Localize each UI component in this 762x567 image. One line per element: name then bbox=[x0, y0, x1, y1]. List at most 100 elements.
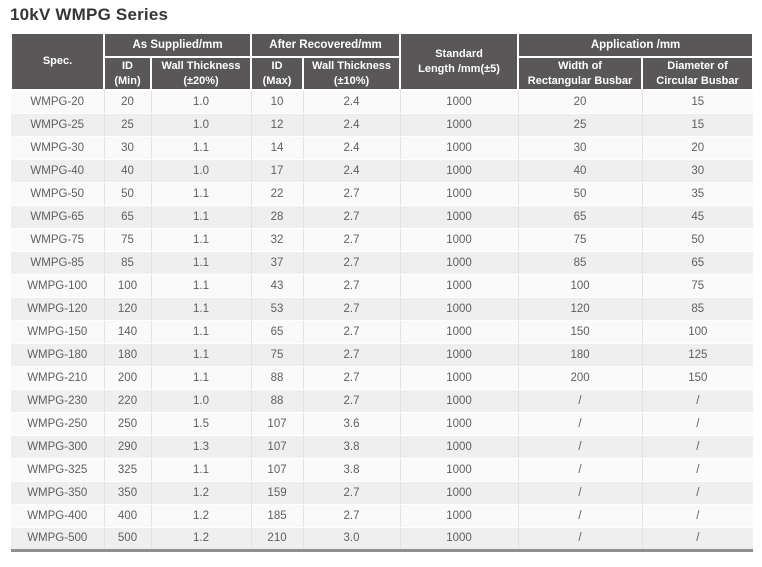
cell-id-max: 107 bbox=[250, 458, 304, 482]
header-standard-length: Standard Length /mm(±5) bbox=[399, 32, 520, 91]
header-id-min: ID (Min) bbox=[103, 56, 152, 91]
cell-diameter-circular-busbar: 35 bbox=[641, 182, 754, 206]
cell-diameter-circular-busbar: 125 bbox=[641, 343, 754, 367]
cell-id-max: 10 bbox=[250, 90, 304, 114]
table-row: WMPG-30 30 1.1 14 2.4 1000 30 20 bbox=[11, 136, 754, 160]
cell-id-max: 37 bbox=[250, 251, 304, 275]
cell-wall-thickness-10: 2.4 bbox=[302, 136, 401, 160]
cell-standard-length: 1000 bbox=[399, 182, 519, 206]
table-row: WMPG-150 140 1.1 65 2.7 1000 150 100 bbox=[11, 320, 754, 344]
cell-id-min: 350 bbox=[103, 481, 151, 505]
cell-spec: WMPG-50 bbox=[11, 182, 104, 206]
cell-diameter-circular-busbar: 65 bbox=[641, 251, 754, 275]
cell-width-rectangular-busbar: / bbox=[517, 481, 643, 505]
cell-id-max: 88 bbox=[250, 389, 304, 413]
cell-standard-length: 1000 bbox=[399, 113, 519, 137]
cell-id-min: 220 bbox=[103, 389, 151, 413]
cell-wall-thickness-20: 1.1 bbox=[150, 320, 252, 344]
cell-wall-thickness-20: 1.0 bbox=[150, 113, 252, 137]
cell-standard-length: 1000 bbox=[399, 527, 519, 551]
cell-id-min: 250 bbox=[103, 412, 151, 436]
table-row: WMPG-40 40 1.0 17 2.4 1000 40 30 bbox=[11, 159, 754, 183]
cell-diameter-circular-busbar: / bbox=[641, 527, 754, 551]
cell-wall-thickness-20: 1.1 bbox=[150, 182, 252, 206]
cell-id-min: 75 bbox=[103, 228, 151, 252]
cell-wall-thickness-10: 2.7 bbox=[302, 228, 401, 252]
cell-spec: WMPG-230 bbox=[11, 389, 104, 413]
table-row: WMPG-180 180 1.1 75 2.7 1000 180 125 bbox=[11, 343, 754, 367]
table-row: WMPG-120 120 1.1 53 2.7 1000 120 85 bbox=[11, 297, 754, 321]
spec-table: Spec. As Supplied/mm After Recovered/mm … bbox=[10, 32, 755, 552]
cell-diameter-circular-busbar: 45 bbox=[641, 205, 754, 229]
cell-wall-thickness-20: 1.0 bbox=[150, 389, 252, 413]
cell-width-rectangular-busbar: 85 bbox=[517, 251, 643, 275]
cell-id-max: 159 bbox=[250, 481, 304, 505]
header-wall-thickness-20: Wall Thickness (±20%) bbox=[149, 56, 253, 91]
cell-id-min: 50 bbox=[103, 182, 151, 206]
cell-spec: WMPG-150 bbox=[11, 320, 104, 344]
cell-wall-thickness-20: 1.3 bbox=[150, 435, 252, 459]
cell-wall-thickness-10: 2.7 bbox=[302, 366, 401, 390]
table-row: WMPG-500 500 1.2 210 3.0 1000// bbox=[11, 527, 754, 551]
cell-diameter-circular-busbar: / bbox=[641, 435, 754, 459]
page-title: 10kV WMPG Series bbox=[10, 5, 169, 24]
cell-wall-thickness-10: 2.7 bbox=[302, 205, 401, 229]
cell-diameter-circular-busbar: 100 bbox=[641, 320, 754, 344]
header-wall-thickness-10: Wall Thickness (±10%) bbox=[302, 56, 402, 91]
header-spec: Spec. bbox=[10, 32, 105, 91]
cell-diameter-circular-busbar: 50 bbox=[641, 228, 754, 252]
cell-wall-thickness-10: 2.7 bbox=[302, 320, 401, 344]
table-row: WMPG-400 400 1.2 185 2.7 1000// bbox=[11, 504, 754, 528]
table-row: WMPG-25 25 1.0 12 2.4 1000 25 15 bbox=[11, 113, 754, 137]
cell-standard-length: 1000 bbox=[399, 90, 519, 114]
cell-id-min: 100 bbox=[103, 274, 151, 298]
cell-spec: WMPG-120 bbox=[11, 297, 104, 321]
table-row: WMPG-85 85 1.1 37 2.7 1000 85 65 bbox=[11, 251, 754, 275]
cell-wall-thickness-20: 1.1 bbox=[150, 343, 252, 367]
cell-wall-thickness-10: 2.7 bbox=[302, 389, 401, 413]
cell-spec: WMPG-325 bbox=[11, 458, 104, 482]
cell-wall-thickness-20: 1.5 bbox=[150, 412, 252, 436]
cell-diameter-circular-busbar: 75 bbox=[641, 274, 754, 298]
cell-diameter-circular-busbar: 85 bbox=[641, 297, 754, 321]
table-row: WMPG-325 325 1.1 107 3.8 1000// bbox=[11, 458, 754, 482]
cell-spec: WMPG-100 bbox=[11, 274, 104, 298]
cell-width-rectangular-busbar: 20 bbox=[517, 90, 643, 114]
cell-diameter-circular-busbar: / bbox=[641, 458, 754, 482]
cell-width-rectangular-busbar: / bbox=[517, 412, 643, 436]
cell-id-min: 85 bbox=[103, 251, 151, 275]
cell-id-max: 12 bbox=[250, 113, 304, 137]
cell-width-rectangular-busbar: 30 bbox=[517, 136, 643, 160]
cell-id-min: 180 bbox=[103, 343, 151, 367]
cell-width-rectangular-busbar: 25 bbox=[517, 113, 643, 137]
cell-wall-thickness-10: 2.4 bbox=[302, 113, 401, 137]
cell-spec: WMPG-40 bbox=[11, 159, 104, 183]
cell-standard-length: 1000 bbox=[399, 504, 519, 528]
cell-wall-thickness-20: 1.1 bbox=[150, 297, 252, 321]
cell-id-min: 120 bbox=[103, 297, 151, 321]
cell-id-min: 25 bbox=[103, 113, 151, 137]
cell-width-rectangular-busbar: / bbox=[517, 527, 643, 551]
cell-width-rectangular-busbar: 180 bbox=[517, 343, 643, 367]
cell-wall-thickness-20: 1.2 bbox=[150, 504, 252, 528]
header-diameter-circular-busbar: Diameter of Circular Busbar bbox=[641, 56, 755, 91]
cell-id-min: 200 bbox=[103, 366, 151, 390]
cell-spec: WMPG-30 bbox=[11, 136, 104, 160]
cell-wall-thickness-10: 2.7 bbox=[302, 297, 401, 321]
cell-width-rectangular-busbar: 200 bbox=[517, 366, 643, 390]
cell-diameter-circular-busbar: 15 bbox=[641, 90, 754, 114]
cell-standard-length: 1000 bbox=[399, 458, 519, 482]
cell-id-max: 32 bbox=[250, 228, 304, 252]
cell-wall-thickness-10: 2.4 bbox=[302, 90, 401, 114]
table-row: WMPG-300 290 1.3 107 3.8 1000// bbox=[11, 435, 754, 459]
table-row: WMPG-210 200 1.1 88 2.7 1000 200 150 bbox=[11, 366, 754, 390]
cell-spec: WMPG-20 bbox=[11, 90, 104, 114]
cell-wall-thickness-10: 2.7 bbox=[302, 182, 401, 206]
cell-width-rectangular-busbar: 120 bbox=[517, 297, 643, 321]
cell-id-min: 65 bbox=[103, 205, 151, 229]
cell-standard-length: 1000 bbox=[399, 320, 519, 344]
cell-standard-length: 1000 bbox=[399, 481, 519, 505]
cell-id-max: 14 bbox=[250, 136, 304, 160]
header-sub-row: ID (Min) Wall Thickness (±20%) ID (Max) … bbox=[11, 56, 755, 91]
cell-diameter-circular-busbar: 15 bbox=[641, 113, 754, 137]
